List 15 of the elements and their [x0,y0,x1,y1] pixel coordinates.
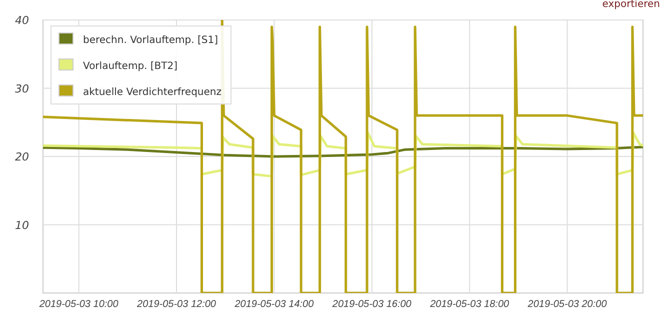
x-tick-label: 2019-05-03 10:00 [38,299,119,310]
legend-label: Vorlauftemp. [BT2] [83,61,178,72]
legend-label: berechn. Vorlauftemp. [S1] [83,35,218,46]
y-tick-label: 30 [15,82,29,96]
y-tick-label: 10 [15,218,29,232]
legend-label: aktuelle Verdichterfrequenz [83,87,222,98]
y-tick-label: 20 [15,150,29,164]
line-series [43,20,643,293]
y-tick-label: 40 [15,14,29,27]
line-series [43,146,643,158]
x-tick-label: 2019-05-03 12:00 [136,299,216,310]
x-tick-label: 2019-05-03 18:00 [429,299,510,310]
x-tick-label: 2019-05-03 16:00 [331,299,412,310]
x-tick-label: 2019-05-03 20:00 [526,299,608,310]
x-tick-label: 2019-05-03 14:00 [234,299,314,310]
